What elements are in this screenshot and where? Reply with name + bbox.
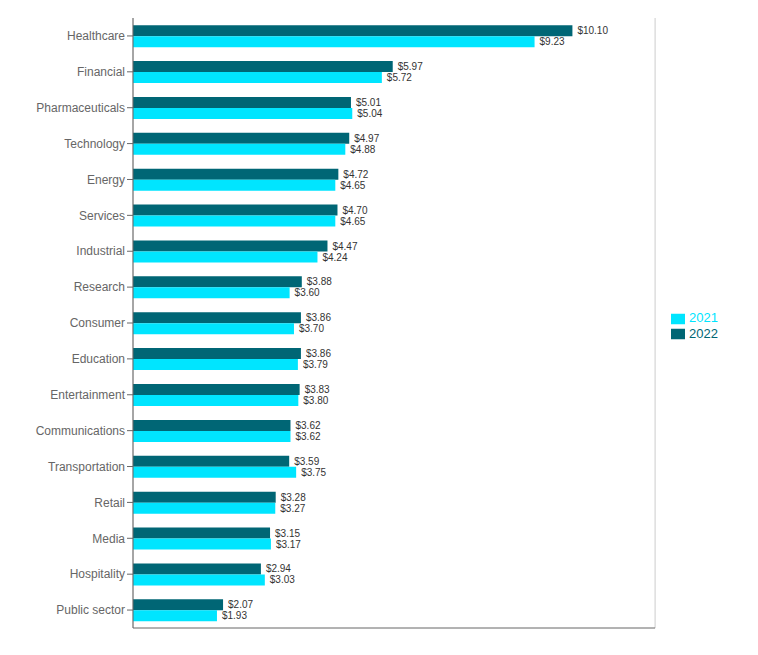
svg-text:Energy: Energy — [87, 173, 125, 187]
svg-text:$9.23: $9.23 — [540, 36, 565, 47]
svg-text:$2.94: $2.94 — [266, 563, 291, 574]
svg-text:Public sector: Public sector — [56, 603, 125, 617]
svg-text:Education: Education — [72, 352, 125, 366]
svg-text:$3.88: $3.88 — [307, 276, 332, 287]
svg-text:Hospitality: Hospitality — [70, 567, 125, 581]
svg-text:$3.62: $3.62 — [295, 420, 320, 431]
svg-text:$4.65: $4.65 — [340, 216, 365, 227]
svg-text:$1.93: $1.93 — [222, 610, 247, 621]
svg-text:Consumer: Consumer — [70, 316, 125, 330]
svg-text:$3.86: $3.86 — [306, 312, 331, 323]
svg-text:$5.01: $5.01 — [356, 97, 381, 108]
svg-text:$4.70: $4.70 — [342, 205, 367, 216]
svg-text:Pharmaceuticals: Pharmaceuticals — [36, 101, 125, 115]
svg-text:$3.28: $3.28 — [281, 492, 306, 503]
svg-text:Retail: Retail — [94, 496, 125, 510]
svg-text:$4.97: $4.97 — [354, 133, 379, 144]
svg-text:$3.03: $3.03 — [270, 574, 295, 585]
svg-text:$3.83: $3.83 — [305, 384, 330, 395]
svg-text:Healthcare: Healthcare — [67, 29, 125, 43]
svg-text:$2.07: $2.07 — [228, 599, 253, 610]
svg-text:Entertainment: Entertainment — [50, 388, 125, 402]
svg-text:$3.86: $3.86 — [306, 348, 331, 359]
svg-text:Media: Media — [92, 532, 125, 546]
svg-text:$10.10: $10.10 — [577, 25, 608, 36]
svg-text:$5.04: $5.04 — [357, 108, 382, 119]
svg-text:$3.59: $3.59 — [294, 456, 319, 467]
svg-text:$4.72: $4.72 — [343, 169, 368, 180]
svg-text:Transportation: Transportation — [48, 460, 125, 474]
svg-text:$4.65: $4.65 — [340, 180, 365, 191]
svg-text:$3.15: $3.15 — [275, 528, 300, 539]
svg-text:$5.72: $5.72 — [387, 72, 412, 83]
svg-text:Research: Research — [74, 280, 125, 294]
svg-text:$3.62: $3.62 — [295, 431, 320, 442]
html-text:2021: 2021 — [689, 309, 718, 325]
svg-text:$3.80: $3.80 — [303, 395, 328, 406]
svg-text:$3.27: $3.27 — [280, 503, 305, 514]
svg-text:$4.24: $4.24 — [322, 252, 347, 263]
svg-text:Communications: Communications — [36, 424, 125, 438]
svg-text:$3.17: $3.17 — [276, 539, 301, 550]
svg-text:$5.97: $5.97 — [398, 61, 423, 72]
svg-text:$3.60: $3.60 — [295, 287, 320, 298]
svg-text:Industrial: Industrial — [76, 244, 125, 258]
svg-text:$4.88: $4.88 — [350, 144, 375, 155]
html-text:2022: 2022 — [689, 325, 718, 341]
svg-text:Financial: Financial — [77, 65, 125, 79]
svg-text:$3.79: $3.79 — [303, 359, 328, 370]
svg-text:Services: Services — [79, 209, 125, 223]
svg-text:$4.47: $4.47 — [332, 241, 357, 252]
svg-text:Technology: Technology — [64, 137, 125, 151]
svg-text:$3.70: $3.70 — [299, 323, 324, 334]
svg-text:$3.75: $3.75 — [301, 467, 326, 478]
